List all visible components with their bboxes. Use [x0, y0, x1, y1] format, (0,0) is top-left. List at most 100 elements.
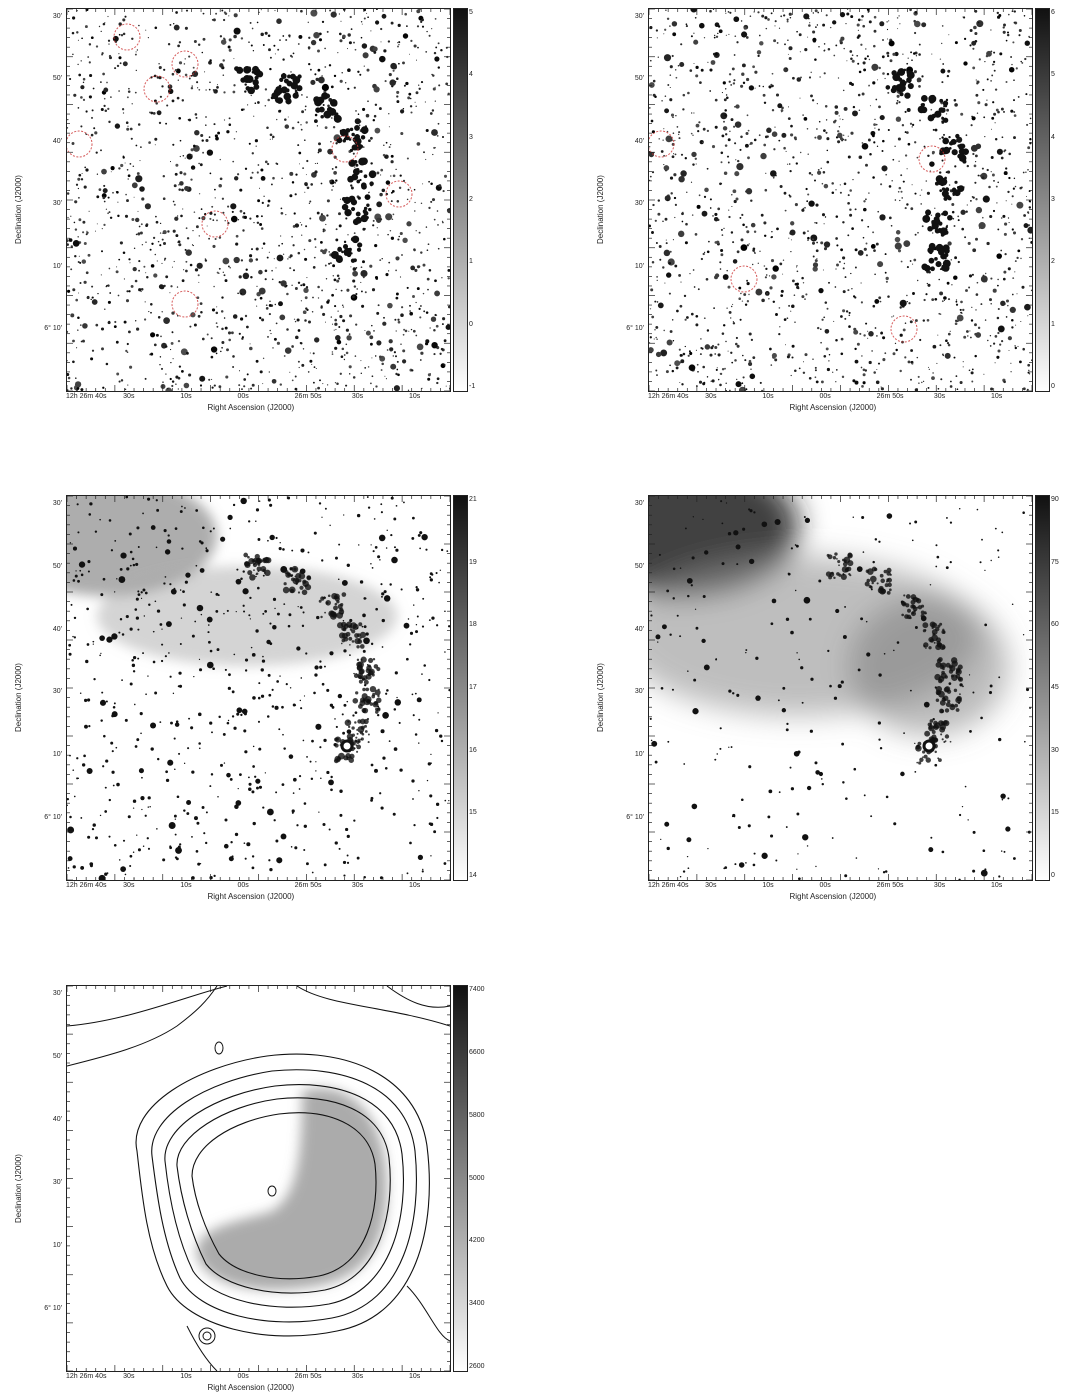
y-tick-label: 6° 10' — [626, 325, 644, 332]
y-axis-title: Declination (J2000) — [14, 175, 23, 244]
y-tick-label: 40' — [634, 625, 644, 633]
x-tick-label: 26m 50s — [876, 882, 904, 889]
x-tick-label: 12h 26m 40s — [648, 882, 689, 889]
y-axis-title: Declination (J2000) — [14, 663, 23, 732]
colorbar-tick-label: 75 — [1051, 558, 1059, 566]
y-tick-label: 30' — [634, 688, 644, 696]
colorbar-tick-label: 21 — [469, 496, 477, 503]
y-tick-label: 50' — [634, 562, 644, 570]
x-axis-title: Right Ascension (J2000) — [207, 1383, 295, 1392]
colorbar-tick-label: 5800 — [469, 1111, 485, 1119]
colorbar-tick-label: 3400 — [469, 1300, 485, 1308]
x-tick-label: 30s — [933, 393, 946, 400]
y-tick-label: 6° 10' — [44, 325, 62, 332]
x-tick-label: 26m 50s — [294, 1373, 322, 1380]
x-tick-label: 00s — [819, 882, 831, 889]
colorbar: 90 75 60 45 30 15 0 — [1035, 495, 1059, 881]
x-axis-title: Right Ascension (J2000) — [207, 892, 295, 901]
y-tick-label: 40' — [634, 137, 644, 145]
y-tick-label: 6° 10' — [626, 814, 644, 821]
x-tick-label: 30s — [351, 882, 364, 889]
x-tick-label: 26m 50s — [294, 393, 322, 400]
colorbar-tick-label: 2 — [1051, 258, 1055, 266]
x-tick-label: 10s — [409, 1373, 421, 1380]
x-tick-label: 12h 26m 40s — [66, 882, 107, 889]
colorbar-tick-label: -1 — [469, 383, 476, 390]
colorbar-tick-label: 0 — [469, 320, 473, 328]
x-tick-label: 10s — [762, 393, 774, 400]
y-tick-label: 10' — [52, 751, 62, 759]
sky-image — [66, 495, 451, 881]
x-tick-label: 12h 26m 40s — [648, 393, 689, 400]
x-tick-label: 00s — [237, 882, 249, 889]
colorbar: 5 4 3 2 1 0 -1 — [453, 8, 475, 392]
y-tick-label: 6° 10' — [44, 1305, 62, 1312]
x-tick-label: 00s — [819, 393, 831, 400]
colorbar-tick-label: 30 — [1051, 746, 1059, 754]
x-tick-label: 10s — [991, 393, 1003, 400]
colorbar-tick-label: 90 — [1051, 496, 1059, 503]
colorbar-tick-label: 1 — [469, 258, 473, 266]
x-tick-label: 30s — [123, 1373, 135, 1380]
y-tick-label: 30' — [52, 500, 62, 507]
colorbar-tick-label: 2 — [469, 196, 473, 203]
x-axis-title: Right Ascension (J2000) — [789, 403, 877, 412]
x-tick-label: 10s — [409, 393, 421, 400]
x-tick-label: 30s — [123, 393, 135, 400]
x-tick-label: 10s — [180, 882, 192, 889]
y-tick-label: 50' — [634, 75, 644, 83]
colorbar-tick-label: 2600 — [469, 1363, 485, 1370]
x-tick-label: 30s — [933, 882, 946, 889]
y-tick-label: 30' — [52, 13, 62, 20]
x-axis-title: Right Ascension (J2000) — [207, 403, 295, 412]
y-axis-title: Declination (J2000) — [14, 1153, 23, 1223]
colorbar-tick-label: 0 — [1051, 383, 1055, 390]
colorbar-tick-label: 4 — [1051, 133, 1055, 141]
y-tick-label: 10' — [634, 262, 644, 270]
x-tick-label: 26m 50s — [294, 882, 322, 889]
sky-image — [66, 8, 451, 392]
colorbar-tick-label: 5 — [1051, 71, 1055, 79]
y-tick-label: 10' — [52, 262, 62, 270]
colorbar-tick-label: 4200 — [469, 1237, 485, 1245]
colorbar-tick-label: 60 — [1051, 621, 1059, 629]
y-axis-title: Declination (J2000) — [596, 663, 605, 732]
x-tick-label: 30s — [351, 1373, 364, 1380]
y-tick-label: 30' — [634, 500, 644, 507]
colorbar-tick-label: 18 — [469, 621, 477, 629]
colorbar-tick-label: 16 — [469, 746, 477, 754]
y-tick-label: 10' — [634, 751, 644, 759]
x-tick-label: 10s — [991, 882, 1003, 889]
sky-image — [648, 8, 1033, 392]
x-tick-label: 10s — [180, 1373, 192, 1380]
x-tick-label: 30s — [705, 882, 717, 889]
y-tick-label: 50' — [52, 562, 62, 570]
x-tick-label: 12h 26m 40s — [66, 1373, 107, 1380]
colorbar-tick-label: 15 — [1051, 809, 1059, 817]
y-tick-label: 50' — [52, 1053, 62, 1060]
colorbar-tick-label: 45 — [1051, 684, 1059, 691]
colorbar: 21 19 18 17 16 15 14 — [453, 495, 477, 881]
colorbar-tick-label: 4 — [469, 71, 473, 79]
colorbar-tick-label: 0 — [1051, 872, 1055, 879]
colorbar-tick-label: 6600 — [469, 1048, 485, 1056]
colorbar-tick-label: 6 — [1051, 9, 1055, 16]
x-tick-label: 30s — [705, 393, 717, 400]
x-tick-label: 30s — [123, 882, 135, 889]
y-axis-title: Declination (J2000) — [596, 175, 605, 244]
y-tick-label: 30' — [52, 200, 62, 208]
colorbar: 6 5 4 3 2 1 0 — [1035, 8, 1055, 392]
colorbar-tick-label: 15 — [469, 809, 477, 817]
colorbar: 7400 6600 5800 5000 4200 3400 2600 — [453, 985, 485, 1372]
colorbar-tick-label: 17 — [469, 684, 477, 691]
colorbar-tick-label: 14 — [469, 872, 477, 879]
colorbar-tick-label: 3 — [1051, 196, 1055, 203]
x-tick-label: 10s — [180, 393, 192, 400]
y-tick-label: 6° 10' — [44, 814, 62, 821]
x-tick-label: 10s — [409, 882, 421, 889]
colorbar-tick-label: 5 — [469, 9, 473, 16]
x-tick-label: 10s — [762, 882, 774, 889]
x-tick-label: 12h 26m 40s — [66, 393, 107, 400]
colorbar-tick-label: 1 — [1051, 320, 1055, 328]
x-axis-title: Right Ascension (J2000) — [789, 892, 877, 901]
